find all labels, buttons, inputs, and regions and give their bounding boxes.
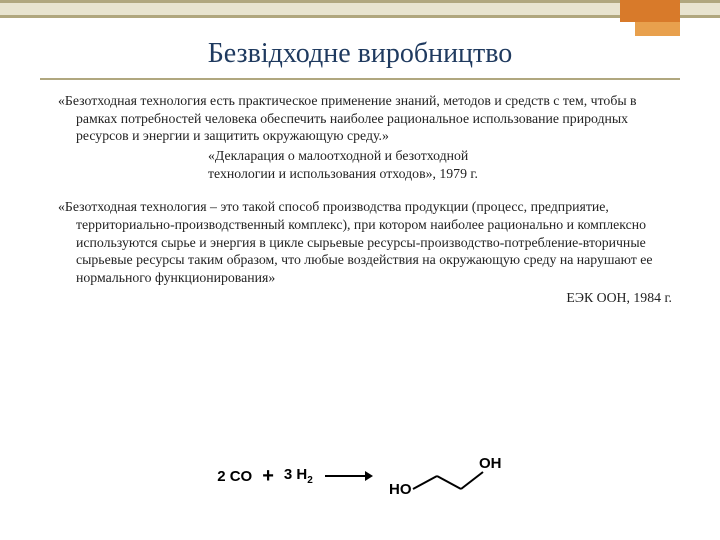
coeff-2: 3 xyxy=(284,466,292,483)
reagent-2: 3 H2 xyxy=(284,466,313,486)
body-content: «Безотходная технология есть практическо… xyxy=(58,92,672,306)
reaction-arrow-icon xyxy=(323,468,373,484)
definition-quote-1: «Безотходная технология есть практическо… xyxy=(58,92,672,145)
attribution-1-line1: «Декларация о малоотходной и безотходной xyxy=(58,147,672,165)
title-underline xyxy=(40,78,680,80)
coeff-1: 2 xyxy=(217,468,225,485)
spacer xyxy=(58,182,672,198)
formula-h: H xyxy=(296,466,307,483)
accent-bottom xyxy=(635,22,680,36)
reagent-1: 2 CO xyxy=(217,468,252,485)
definition-quote-2: «Безотходная технология – это такой спос… xyxy=(58,198,672,286)
chemical-equation: 2 CO + 3 H2 HO OH xyxy=(0,452,720,500)
slide-title: Безвідходне виробництво xyxy=(0,38,720,70)
accent-top xyxy=(620,0,680,22)
attribution-2: ЕЭК ООН, 1984 г. xyxy=(58,289,672,307)
accent-decoration xyxy=(620,0,680,40)
header-bar-inner xyxy=(0,3,720,15)
ho-label: HO xyxy=(389,481,412,498)
oh-label: OH xyxy=(479,455,502,472)
product-molecule: HO OH xyxy=(383,452,503,500)
attribution-1-line2: технологии и использования отходов», 197… xyxy=(58,165,672,183)
formula-co: CO xyxy=(230,468,253,485)
subscript-2: 2 xyxy=(307,475,313,486)
plus-sign: + xyxy=(262,465,274,488)
header-bar xyxy=(0,0,720,18)
